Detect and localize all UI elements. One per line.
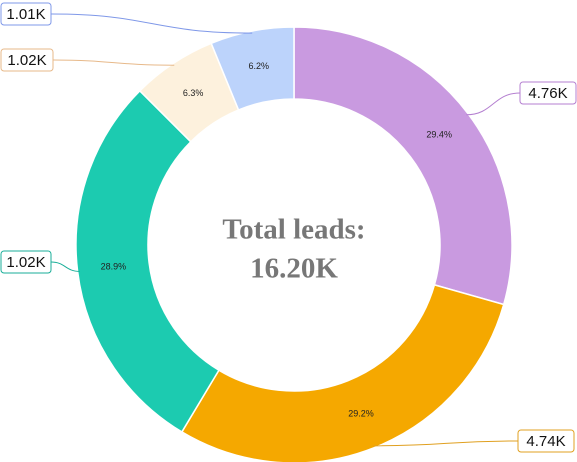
center-total: 16.20K bbox=[250, 253, 338, 285]
callout-line bbox=[52, 59, 175, 66]
callout-box bbox=[517, 429, 575, 453]
callout-line bbox=[50, 13, 253, 34]
callout-label: 4.74K bbox=[526, 433, 565, 450]
donut-segment bbox=[293, 26, 513, 306]
callout-label: 4.76K bbox=[528, 85, 567, 102]
callout-label: 1.01K bbox=[6, 6, 45, 23]
callout-line bbox=[373, 440, 519, 447]
callout-label: 1.02K bbox=[6, 254, 45, 271]
percent-label: 28.9% bbox=[101, 262, 127, 272]
donut-segment bbox=[180, 283, 505, 462]
donut-segment bbox=[75, 89, 220, 433]
callout-box bbox=[519, 81, 577, 105]
callout-line bbox=[466, 92, 521, 116]
percent-label: 6.2% bbox=[249, 61, 270, 71]
center-title: Total leads: bbox=[222, 214, 365, 246]
callout-box bbox=[0, 2, 52, 26]
callout-label: 1.02K bbox=[7, 52, 46, 69]
percent-label: 29.4% bbox=[426, 130, 452, 140]
callout-line bbox=[50, 261, 80, 272]
percent-label: 6.3% bbox=[183, 88, 204, 98]
donut-segment bbox=[210, 26, 295, 111]
percent-label: 29.2% bbox=[348, 409, 374, 419]
callout-box bbox=[0, 48, 54, 72]
callout-box bbox=[0, 250, 52, 274]
